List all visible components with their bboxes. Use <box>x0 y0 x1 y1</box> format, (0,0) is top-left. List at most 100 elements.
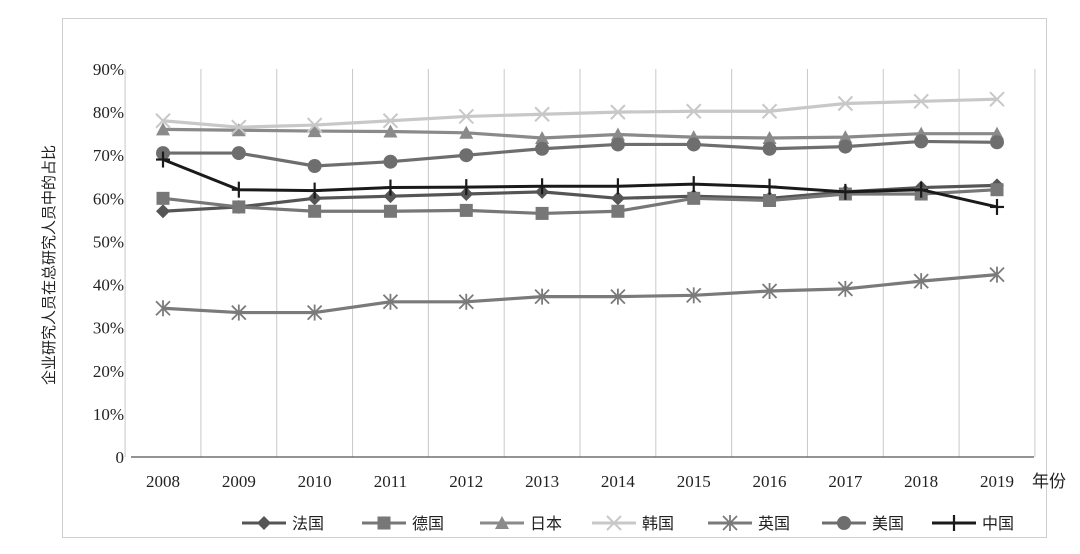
data-point <box>458 108 474 125</box>
data-point <box>383 124 398 138</box>
y-tick-label: 10% <box>93 405 124 424</box>
data-point <box>686 137 701 152</box>
x-tick-label: 2018 <box>904 472 938 491</box>
data-point <box>947 515 961 531</box>
data-point <box>383 154 398 169</box>
data-point <box>914 134 929 149</box>
x-tick-label: 2012 <box>449 472 483 491</box>
data-point <box>610 288 626 305</box>
data-point <box>383 189 398 204</box>
data-point <box>837 280 854 297</box>
series-line <box>162 188 998 216</box>
data-point <box>989 91 1005 107</box>
data-point <box>990 135 1004 150</box>
data-point <box>383 204 397 218</box>
data-point <box>610 104 626 120</box>
legend-item: 英国 <box>708 514 790 533</box>
data-point <box>535 141 550 156</box>
data-point <box>686 103 702 119</box>
y-tick-label: 90% <box>93 60 124 79</box>
series-line <box>162 97 998 129</box>
data-point <box>306 304 323 321</box>
data-point <box>382 293 399 310</box>
x-axis-label: 年份 <box>1032 472 1066 492</box>
legend-item: 美国 <box>822 514 904 533</box>
x-tick-label: 2009 <box>222 472 256 491</box>
data-point <box>382 113 399 129</box>
x-tick-label: 2019 <box>980 472 1014 491</box>
data-point <box>913 93 929 110</box>
data-point <box>762 130 777 144</box>
data-point <box>535 178 550 195</box>
data-point <box>307 124 322 138</box>
data-point <box>458 293 474 310</box>
data-point <box>459 203 473 217</box>
data-point <box>232 200 246 214</box>
data-point <box>913 273 929 290</box>
data-point <box>307 159 322 173</box>
data-point <box>686 176 701 193</box>
data-point <box>762 141 777 156</box>
data-point <box>535 206 549 220</box>
data-point <box>156 122 170 136</box>
data-point <box>722 515 738 531</box>
legend-label: 法国 <box>292 514 324 533</box>
series-line <box>163 139 998 168</box>
data-point <box>610 191 625 206</box>
series-英国 <box>155 266 1005 321</box>
chart-frame <box>62 18 1047 538</box>
x-tick-label: 2014 <box>601 472 636 491</box>
data-point <box>837 95 854 112</box>
legend-label: 日本 <box>530 514 562 533</box>
legend: 法国 德国 日本 韩国 英国 美国 中国 <box>242 514 1014 533</box>
legend-item: 日本 <box>480 514 562 533</box>
x-tick-label: 2013 <box>525 472 559 491</box>
legend-item: 中国 <box>932 514 1014 533</box>
x-tick-labels: 2008 2009 2010 2011 2012 2013 2014 2015 2016 2017… <box>146 472 1014 491</box>
x-tick-label: 2011 <box>374 472 407 491</box>
data-point <box>257 516 271 530</box>
data-point <box>231 123 246 137</box>
data-point <box>156 191 170 205</box>
data-point <box>535 130 550 144</box>
y-tick-label: 30% <box>93 319 124 338</box>
data-point <box>606 515 622 531</box>
series-line <box>162 127 997 140</box>
series-layer <box>155 91 1005 321</box>
data-point <box>231 119 247 135</box>
data-point <box>231 181 246 198</box>
y-tick-labels: 0 10% 20% 30% 40% 50% 60% 70% 80% 90% <box>93 60 124 467</box>
series-line <box>162 158 998 209</box>
series-美国 <box>156 134 1004 173</box>
data-point <box>155 113 171 129</box>
x-tick-label: 2015 <box>677 472 711 491</box>
series-德国 <box>156 183 1004 220</box>
data-point <box>459 148 474 163</box>
y-tick-label: 0 <box>116 448 125 467</box>
data-point <box>156 151 170 168</box>
data-point <box>307 182 322 199</box>
data-point <box>763 193 777 207</box>
data-point <box>761 103 778 119</box>
data-point <box>534 288 550 305</box>
data-point <box>156 204 170 219</box>
y-tick-label: 50% <box>93 232 124 251</box>
data-point <box>534 106 550 122</box>
legend-item: 德国 <box>362 514 444 533</box>
data-point <box>459 125 474 139</box>
data-point <box>762 178 777 195</box>
data-point <box>459 179 474 196</box>
data-point <box>686 287 702 304</box>
x-tick-label: 2008 <box>146 472 180 491</box>
data-point <box>687 191 701 205</box>
data-point <box>989 266 1005 283</box>
legend-item: 韩国 <box>592 514 674 533</box>
data-point <box>610 137 625 152</box>
legend-label: 德国 <box>412 514 444 533</box>
data-point <box>914 181 929 198</box>
data-point <box>838 130 853 144</box>
data-point <box>838 183 853 200</box>
data-point <box>231 304 247 321</box>
data-point <box>377 516 391 530</box>
